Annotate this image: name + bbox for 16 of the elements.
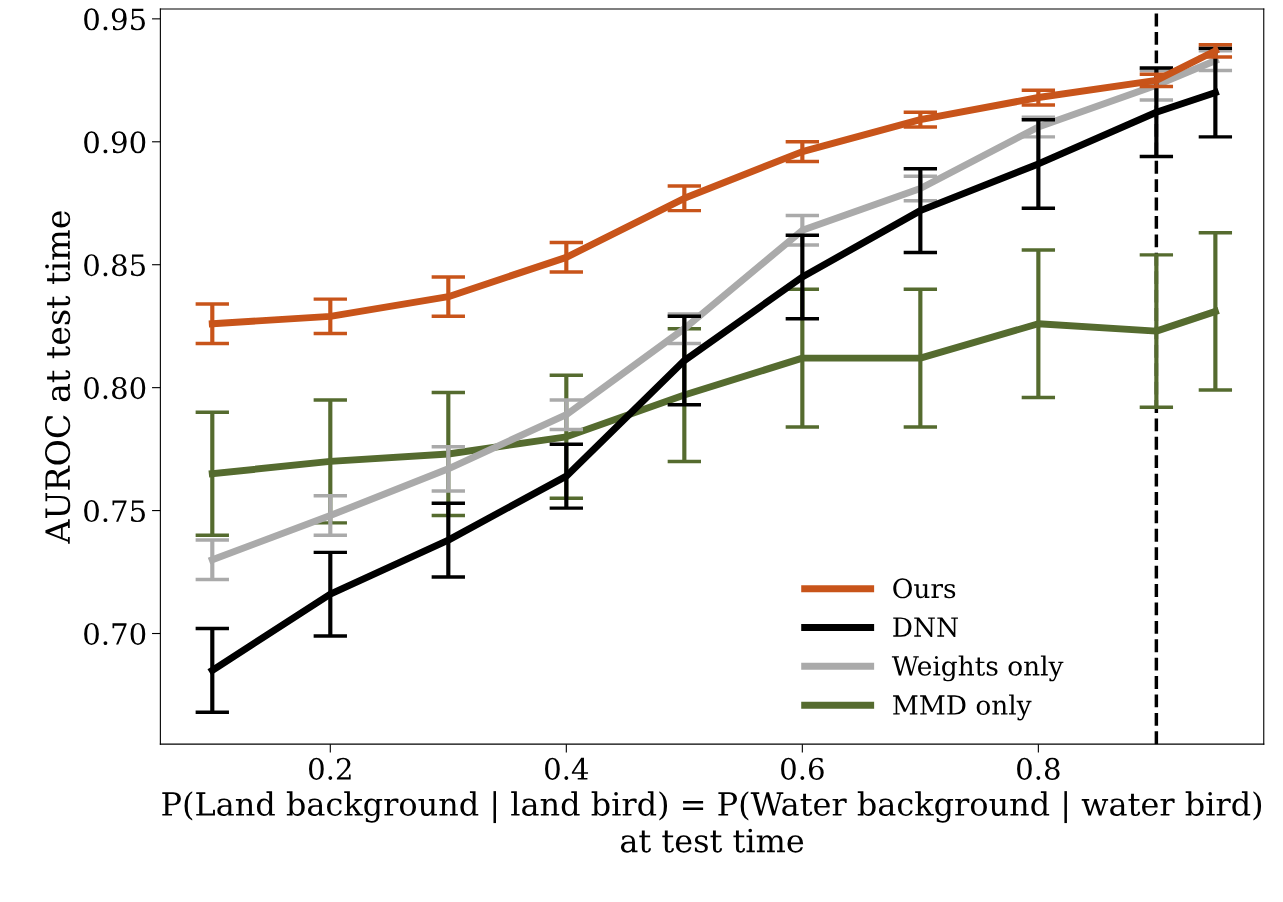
y-axis-title: AUROC at test time <box>45 211 71 544</box>
legend-label: Weights only <box>891 655 1064 682</box>
legend-label: DNN <box>893 617 958 638</box>
y-tick-label: 0.90 <box>84 131 146 154</box>
y-tick-label: 0.80 <box>84 377 146 400</box>
y-tick-label: 0.75 <box>84 500 145 523</box>
x-tick-label: 0.2 <box>309 757 351 780</box>
x-tick-label: 0.4 <box>545 757 589 780</box>
x-tick-label: 0.6 <box>781 757 824 780</box>
x-tick-label: 0.8 <box>1017 757 1060 780</box>
y-tick-label: 0.85 <box>84 254 145 277</box>
legend-label: MMD only <box>893 694 1032 721</box>
x-axis-title: P(Land background | land bird) = P(Water background | water bird) at test time <box>162 791 1262 853</box>
y-tick-label: 0.95 <box>84 8 145 31</box>
legend-label: Ours <box>893 578 956 599</box>
y-tick-label: 0.70 <box>84 622 146 646</box>
